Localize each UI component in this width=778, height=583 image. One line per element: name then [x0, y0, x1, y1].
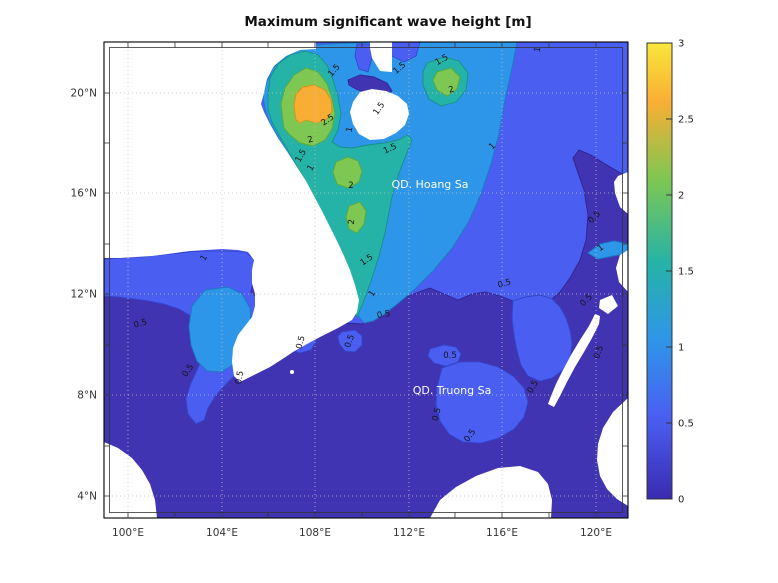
colorbar-labels: 3 2.5 2 1.5 1 0.5 0 [678, 39, 694, 506]
colorbar: 3 2.5 2 1.5 1 0.5 0 [646, 39, 694, 506]
colorbar-tick-label: 0 [678, 495, 684, 506]
contour-label: 1 [306, 163, 317, 173]
coastal-blob-2 [337, 329, 363, 353]
x-axis-labels: 100°E 104°E 108°E 112°E 116°E 120°E [112, 527, 612, 539]
contour-label: 2 [448, 85, 456, 96]
contour-label: 2 [307, 135, 315, 146]
x-tick-label: 104°E [206, 527, 238, 539]
x-tick-label: 108°E [299, 527, 331, 539]
land-borneo-west [430, 466, 552, 518]
region-labels: QD. Hoang Sa QD. Truong Sa [391, 178, 491, 397]
contour-label: 2 [347, 219, 357, 225]
land-islet [599, 295, 618, 314]
mid-blob-small [427, 344, 462, 367]
ne-green-patch [432, 67, 461, 97]
land-leizhou [370, 42, 392, 72]
contour-label: 0.5 [430, 407, 443, 423]
x-tick-label: 100°E [112, 527, 144, 539]
islet-dot-1 [341, 320, 345, 324]
contour-label: 2 [348, 181, 353, 191]
y-axis-labels: 20°N 16°N 12°N 8°N 4°N [71, 88, 97, 503]
land-philippine-island [616, 250, 628, 292]
coastal-green-patch-1 [332, 156, 363, 189]
land-hainan [350, 89, 409, 140]
y-tick-label: 20°N [71, 88, 97, 100]
contour-label: 1 [533, 46, 544, 53]
land-indochina-china [104, 42, 359, 382]
land-malay [104, 442, 157, 518]
map-plot-area: 1.52.521.5111.51.51.51.5211221.510.510.5… [104, 42, 628, 518]
y-tick-label: 8°N [77, 390, 97, 402]
land-borneo-east [597, 398, 628, 506]
chart-title: Maximum significant wave height [m] [244, 14, 531, 30]
colorbar-tick-label: 1 [678, 343, 684, 354]
x-tick-label: 120°E [580, 527, 612, 539]
contour-label: 1 [487, 141, 498, 152]
y-tick-label: 4°N [77, 491, 97, 503]
x-tick-label: 112°E [393, 527, 425, 539]
islet-dot-2 [290, 370, 294, 374]
contour-label: 0.5 [497, 277, 513, 290]
tonkin-orange-core [293, 84, 333, 124]
map-frame [103, 41, 629, 519]
colorbar-tick-label: 1.5 [678, 267, 694, 278]
coastal-green-patch-2 [345, 201, 367, 234]
region-label: QD. Hoang Sa [391, 178, 468, 191]
colorbar-tick-label: 3 [678, 39, 684, 50]
contour-label: 0.5 [376, 309, 391, 321]
colorbar-tick-label: 2 [678, 191, 684, 202]
south-central-mid-blob [435, 361, 529, 444]
contour-label: 1 [596, 243, 606, 254]
y-tick-label: 12°N [71, 289, 97, 301]
southeast-high-patch [587, 240, 628, 260]
colorbar-tick-label: 0.5 [678, 419, 694, 430]
contour-label: 1 [199, 253, 210, 263]
contour-label: 1 [367, 289, 378, 299]
graticule [104, 42, 628, 518]
y-tick-label: 16°N [71, 188, 97, 200]
contour-label: 0.5 [234, 370, 246, 385]
contour-label: 0.5 [592, 344, 606, 360]
contour-label: 0.5 [294, 335, 307, 351]
contour-label: 1 [345, 126, 356, 133]
land-palawan [548, 314, 600, 407]
x-tick-label: 116°E [486, 527, 518, 539]
contour-label: 0.5 [133, 317, 149, 330]
contour-label: 0.5 [343, 333, 357, 349]
colorbar-tick-label: 2.5 [678, 115, 694, 126]
region-label: QD. Truong Sa [413, 384, 492, 397]
contour-label: 0.5 [443, 351, 457, 361]
